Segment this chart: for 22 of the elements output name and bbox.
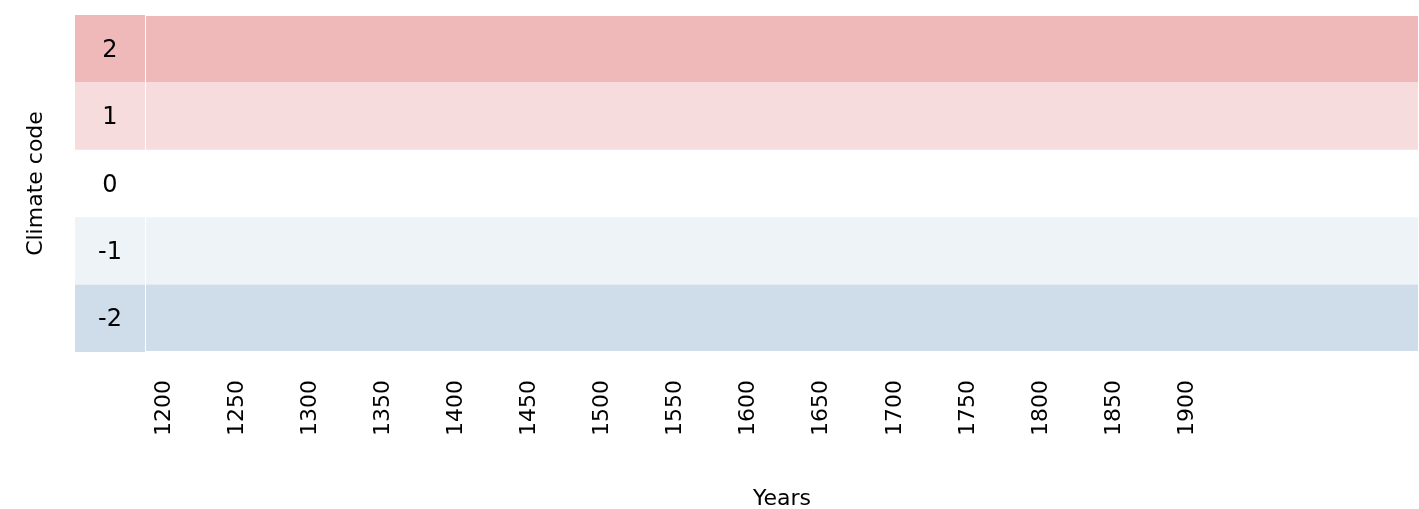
x-tick-label: 1500 — [588, 380, 614, 436]
x-tick-label: 1200 — [150, 380, 176, 436]
x-tick-label: 1550 — [661, 380, 687, 436]
y-tick-label: -2 — [98, 304, 122, 333]
x-tick-label: 1700 — [880, 380, 906, 436]
y-tick-label: -1 — [98, 236, 122, 265]
x-tick-label: 1650 — [807, 380, 833, 436]
x-tick-label: 1850 — [1099, 380, 1125, 436]
x-tick-label: 1400 — [442, 380, 468, 436]
y-tick-label: 2 — [102, 34, 118, 63]
x-tick-label: 1300 — [296, 380, 322, 436]
y-axis-title: Climate code — [21, 111, 47, 256]
y-tick-label: 0 — [102, 169, 118, 198]
x-tick-label: 1350 — [369, 380, 395, 436]
x-axis-title: Years — [751, 485, 812, 509]
x-tick-label: 1800 — [1026, 380, 1052, 436]
x-tick-label: 1450 — [515, 380, 541, 436]
x-tick-label: 1250 — [223, 380, 249, 436]
x-tick-label: 1600 — [734, 380, 760, 436]
x-tick-label: 1750 — [953, 380, 979, 436]
x-tick-label: 1900 — [1172, 380, 1198, 436]
y-tick-label: 1 — [102, 102, 118, 131]
